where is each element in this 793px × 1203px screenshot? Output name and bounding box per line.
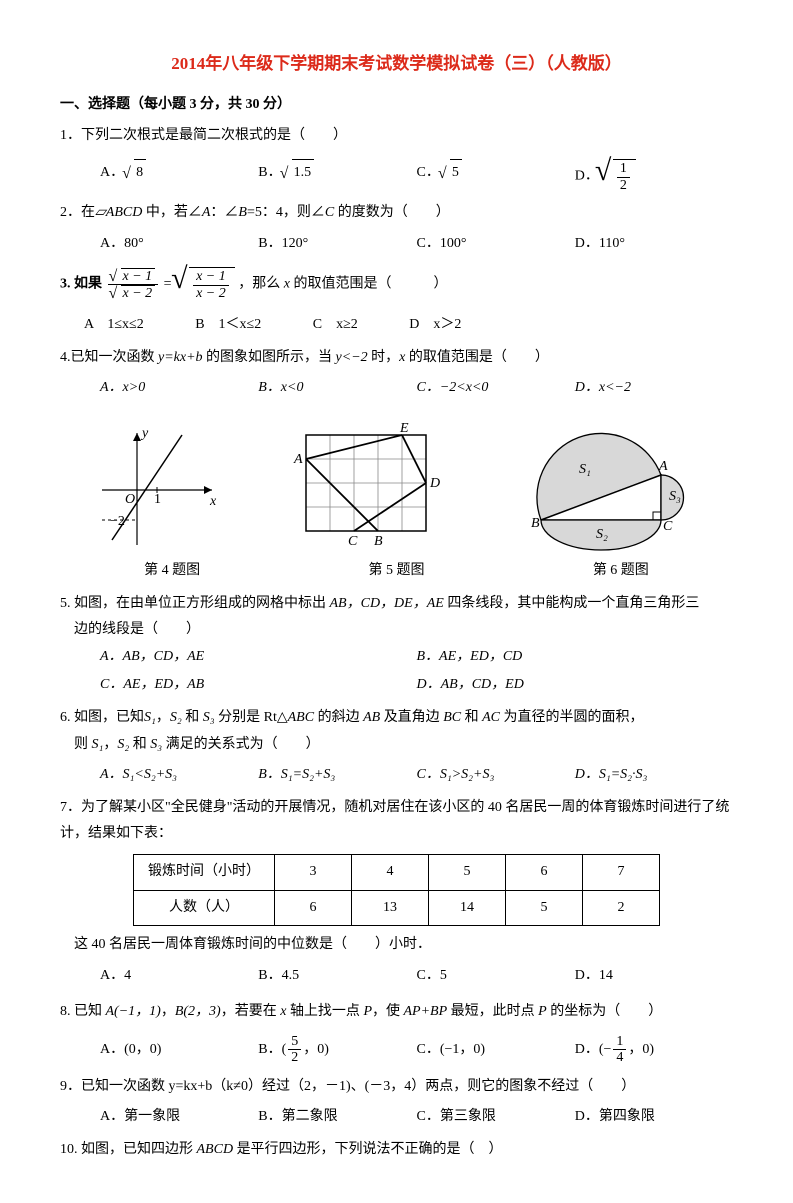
- q9-opt-a: A．第一象限: [100, 1104, 258, 1131]
- q2-opt-a: A．80°: [100, 231, 258, 258]
- q5-opt-a: A．AB，CD，AE: [100, 644, 417, 671]
- q4-opt-d: D．x<−2: [575, 375, 733, 402]
- q6-opt-a: A．S₁<S₂+S₃: [100, 762, 258, 789]
- q2-opt-c: C．100°: [417, 231, 575, 258]
- section-heading: 一、选择题（每小题 3 分，共 30 分）: [60, 93, 733, 117]
- q4-opt-b: B．x<0: [258, 375, 416, 402]
- svg-text:S₂: S₂: [596, 527, 608, 542]
- figure-captions: 第 4 题图 第 5 题图 第 6 题图: [60, 559, 733, 583]
- svg-text:A: A: [658, 459, 668, 474]
- figure-q5: A B C D E: [286, 420, 446, 555]
- svg-text:E: E: [399, 421, 409, 436]
- svg-text:A: A: [293, 452, 303, 467]
- q3-opt-c: C x≥2: [313, 312, 358, 339]
- question-3: 3. 如果 x − 1 x − 2 = x − 1x − 2 ，那么 x 的取值…: [60, 267, 733, 338]
- q4-opt-c: C．−2<x<0: [417, 375, 575, 402]
- q8-opt-d: D．(−14，0): [575, 1034, 733, 1066]
- svg-text:D: D: [429, 476, 440, 491]
- q3-opt-a: A 1≤x≤2: [84, 312, 144, 339]
- svg-text:x: x: [209, 494, 217, 509]
- q3-opt-b: B 1＜x≤2: [195, 312, 261, 339]
- q8-opt-a: A．(0，0): [100, 1037, 258, 1064]
- q1-opt-a: A．8: [100, 159, 258, 194]
- q7-table: 锻炼时间（小时） 34567 人数（人） 6131452: [133, 854, 660, 926]
- svg-text:O: O: [125, 492, 135, 507]
- svg-text:y: y: [140, 426, 149, 441]
- svg-text:C: C: [348, 534, 358, 549]
- q8-opt-c: C．(−1，0): [417, 1037, 575, 1064]
- q9-opt-b: B．第二象限: [258, 1104, 416, 1131]
- question-8: 8. 已知 A(−1，1)，B(2，3)，若要在 x 轴上找一点 P，使 AP+…: [60, 999, 733, 1065]
- q7-opt-b: B．4.5: [258, 963, 416, 990]
- svg-text:1: 1: [154, 492, 161, 507]
- q9-opt-c: C．第三象限: [417, 1104, 575, 1131]
- q1-stem: 1．下列二次根式是最简二次根式的是（ ）: [60, 128, 347, 143]
- question-1: 1．下列二次根式是最简二次根式的是（ ） A．8 B．1.5 C．5 D．12: [60, 123, 733, 194]
- q4-opt-a: A．x>0: [100, 375, 258, 402]
- question-7: 7．为了解某小区"全民健身"活动的开展情况，随机对居住在该小区的 40 名居民一…: [60, 795, 733, 990]
- page-title: 2014年八年级下学期期末考试数学模拟试卷（三）（人教版）: [60, 50, 733, 79]
- question-9: 9．已知一次函数 y=kx+b（k≠0）经过（2，－1)、(－3，4）两点，则它…: [60, 1074, 733, 1131]
- q1-opt-d: D．12: [575, 159, 733, 194]
- question-5: 5. 如图，在由单位正方形组成的网格中标出 AB，CD，DE，AE 四条线段，其…: [60, 591, 733, 699]
- q9-opt-d: D．第四象限: [575, 1104, 733, 1131]
- question-10: 10. 如图，已知四边形 ABCD 是平行四边形，下列说法不正确的是（ ）: [60, 1137, 733, 1164]
- figure-q4: y x O 1 −2: [92, 425, 222, 555]
- q6-opt-b: B．S₁=S₂+S₃: [258, 762, 416, 789]
- svg-text:−2: −2: [110, 514, 125, 529]
- q8-opt-b: B．(52，0): [258, 1034, 416, 1066]
- svg-text:B: B: [531, 516, 540, 531]
- question-2: 2．在▱ABCD 中，若∠A：∠B=5：4，则∠C 的度数为（ ） A．80° …: [60, 200, 733, 257]
- question-6: 6. 如图，已知S₁，S₂ 和 S₃ 分别是 Rt△ABC 的斜边 AB 及直角…: [60, 705, 733, 789]
- svg-text:C: C: [663, 519, 673, 534]
- q6-opt-d: D．S₁=S₂·S₃: [575, 762, 733, 789]
- q2-opt-b: B．120°: [258, 231, 416, 258]
- q7-opt-c: C．5: [417, 963, 575, 990]
- svg-text:S₃: S₃: [669, 489, 681, 504]
- q1-opt-c: C．5: [417, 159, 575, 194]
- q5-opt-c: C．AE，ED，AB: [100, 672, 417, 699]
- figure-q6: A B C S₁ S₂ S₃: [511, 425, 701, 555]
- q6-opt-c: C．S₁>S₂+S₃: [417, 762, 575, 789]
- q5-opt-b: B．AE，ED，CD: [417, 644, 734, 671]
- q3-opt-d: D x＞2: [409, 312, 461, 339]
- q5-opt-d: D．AB，CD，ED: [417, 672, 734, 699]
- q2-opt-d: D．110°: [575, 231, 733, 258]
- q1-opt-b: B．1.5: [258, 159, 416, 194]
- question-4: 4.已知一次函数 y=kx+b 的图象如图所示，当 y<−2 时，x 的取值范围…: [60, 345, 733, 402]
- figure-row: y x O 1 −2 A B C D E: [60, 420, 733, 555]
- svg-text:B: B: [374, 534, 383, 549]
- q7-opt-a: A．4: [100, 963, 258, 990]
- svg-text:S₁: S₁: [579, 462, 591, 477]
- q7-opt-d: D．14: [575, 963, 733, 990]
